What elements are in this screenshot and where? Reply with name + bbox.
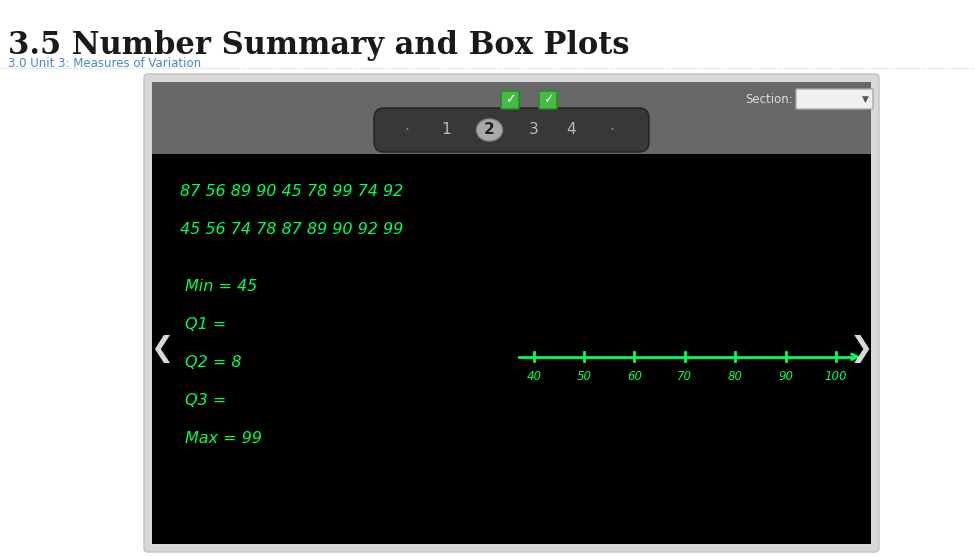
Text: 60: 60 <box>627 370 642 383</box>
Text: ·: · <box>404 122 409 137</box>
Text: ❮: ❮ <box>150 335 174 363</box>
FancyBboxPatch shape <box>144 74 879 552</box>
Text: 100: 100 <box>825 370 847 383</box>
Text: 3: 3 <box>528 122 538 137</box>
Text: Max = 99: Max = 99 <box>185 431 262 446</box>
Text: Q1 =: Q1 = <box>185 317 226 332</box>
Text: 80: 80 <box>727 370 743 383</box>
Text: ✓: ✓ <box>543 93 553 107</box>
Text: 70: 70 <box>678 370 692 383</box>
FancyBboxPatch shape <box>501 91 519 109</box>
Text: 50: 50 <box>576 370 592 383</box>
Text: 1: 1 <box>442 122 451 137</box>
Bar <box>152 82 871 154</box>
Text: 90: 90 <box>778 370 793 383</box>
Text: Q3 =: Q3 = <box>185 393 226 408</box>
Text: ▼: ▼ <box>862 95 869 103</box>
Text: ·: · <box>609 122 614 137</box>
Text: 3.0 Unit 3: Measures of Variation: 3.0 Unit 3: Measures of Variation <box>8 57 201 70</box>
Text: Q2 = 8: Q2 = 8 <box>185 355 242 370</box>
Text: 3.5 Number Summary and Box Plots: 3.5 Number Summary and Box Plots <box>8 30 630 61</box>
Text: Min = 45: Min = 45 <box>185 279 257 294</box>
Text: 45 56 74 78 87 89 90 92 99: 45 56 74 78 87 89 90 92 99 <box>180 222 404 237</box>
Text: ✓: ✓ <box>505 93 515 107</box>
Text: ❯: ❯ <box>850 335 873 363</box>
FancyBboxPatch shape <box>539 91 557 109</box>
FancyBboxPatch shape <box>796 89 873 109</box>
Ellipse shape <box>477 119 502 141</box>
Text: 87 56 89 90 45 78 99 74 92: 87 56 89 90 45 78 99 74 92 <box>180 184 404 199</box>
FancyBboxPatch shape <box>374 108 649 152</box>
Bar <box>152 154 871 544</box>
Text: 2: 2 <box>485 122 495 137</box>
Text: 40: 40 <box>526 370 541 383</box>
Text: 4: 4 <box>566 122 576 137</box>
Text: Section:: Section: <box>745 93 793 106</box>
